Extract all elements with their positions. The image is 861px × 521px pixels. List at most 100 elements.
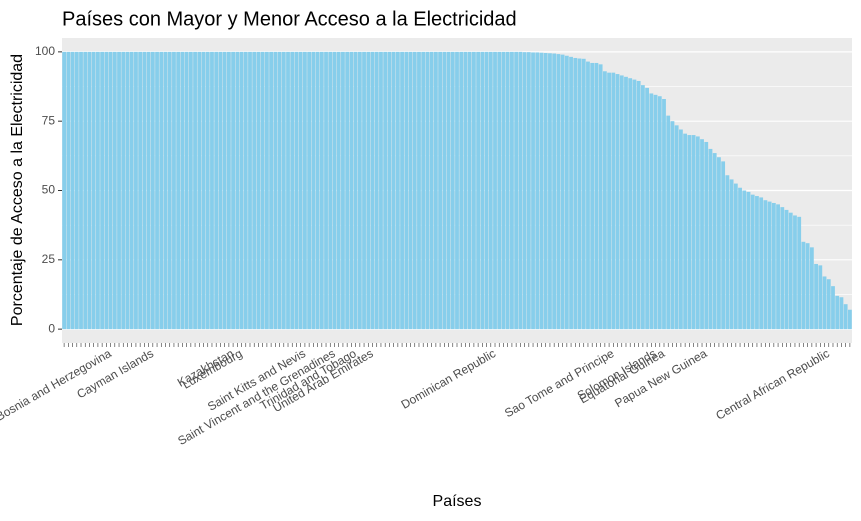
bar — [510, 51, 514, 330]
bar — [480, 51, 485, 330]
bar — [581, 58, 586, 330]
bar — [488, 51, 493, 330]
bar — [319, 51, 324, 330]
bar — [362, 51, 366, 330]
bar — [167, 51, 172, 330]
bar — [501, 51, 506, 330]
bar — [205, 51, 210, 330]
bar — [750, 194, 755, 330]
bar — [412, 51, 417, 330]
bar — [290, 51, 295, 330]
bar — [197, 51, 202, 330]
bar — [404, 51, 409, 330]
y-tick-label: 0 — [48, 321, 55, 335]
bar — [400, 51, 404, 330]
bar — [450, 51, 455, 330]
bar — [455, 51, 459, 330]
bar — [564, 55, 569, 330]
bar — [357, 51, 362, 330]
bar — [442, 51, 447, 330]
bar — [248, 51, 252, 330]
bar — [62, 51, 67, 330]
bar — [134, 51, 138, 330]
bar — [370, 51, 375, 330]
bar — [793, 215, 797, 330]
bar — [193, 51, 197, 330]
bar — [809, 247, 814, 330]
bar — [805, 243, 810, 330]
bar — [780, 207, 785, 330]
bar — [695, 136, 700, 330]
bar — [662, 99, 666, 330]
bar — [294, 51, 299, 330]
bar — [493, 51, 497, 330]
bar — [353, 51, 358, 330]
x-tick-label: Saint Vincent and the Grenadines — [175, 346, 337, 448]
x-axis-label: Países — [433, 493, 482, 510]
bar — [679, 129, 683, 330]
bar — [539, 52, 544, 330]
bar — [387, 51, 392, 330]
bar — [594, 62, 599, 330]
bar — [459, 51, 464, 330]
bar — [640, 85, 645, 330]
chart-title: Países con Mayor y Menor Acceso a la Ele… — [62, 8, 517, 30]
bar — [835, 295, 840, 330]
bar — [586, 61, 590, 330]
bar — [341, 51, 345, 330]
bar — [717, 157, 721, 330]
bar — [298, 51, 303, 330]
bar — [683, 133, 688, 330]
y-tick-label: 25 — [42, 252, 56, 266]
bar — [801, 241, 806, 330]
bar — [201, 51, 206, 330]
bar — [324, 51, 328, 330]
bar — [552, 53, 557, 330]
bar — [125, 51, 130, 330]
bar — [222, 51, 227, 330]
bar — [467, 51, 472, 330]
bar — [235, 51, 240, 330]
bar — [379, 51, 383, 330]
bar — [797, 216, 802, 330]
bar — [159, 51, 164, 330]
bar — [548, 53, 552, 330]
bar — [163, 51, 168, 330]
bar — [514, 51, 519, 330]
x-tick-label: Dominican Republic — [399, 346, 498, 411]
bar — [598, 64, 603, 330]
bar — [628, 78, 633, 330]
bar — [345, 51, 350, 330]
bar — [142, 51, 147, 330]
bar — [425, 51, 430, 330]
y-tick-label: 75 — [42, 113, 56, 127]
bar — [471, 51, 476, 330]
bar — [763, 200, 768, 330]
bar — [438, 51, 443, 330]
bar — [776, 204, 780, 330]
bar — [243, 51, 248, 330]
bar — [328, 51, 333, 330]
bar — [649, 93, 654, 330]
bar — [391, 51, 396, 330]
y-axis-label: Porcentaje de Acceso a la Electricidad — [9, 54, 26, 326]
bar — [239, 51, 244, 330]
bar — [831, 286, 835, 330]
bar — [497, 51, 502, 330]
bar — [349, 51, 354, 330]
bar — [214, 51, 219, 330]
bar — [315, 51, 320, 330]
bar — [569, 56, 573, 330]
bar — [150, 51, 155, 330]
bar — [96, 51, 100, 330]
bar — [615, 74, 620, 330]
x-tick-label: Central African Republic — [713, 346, 831, 422]
bar — [218, 51, 223, 330]
bar — [526, 52, 531, 330]
bar — [210, 51, 214, 330]
bar — [691, 135, 696, 330]
bar — [729, 179, 734, 330]
bar — [704, 141, 709, 330]
bar — [632, 79, 637, 330]
